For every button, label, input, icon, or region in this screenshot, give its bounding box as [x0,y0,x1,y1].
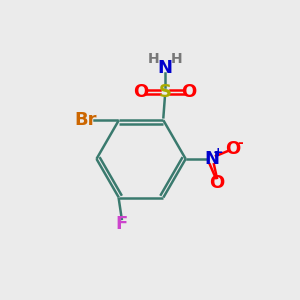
Text: O: O [182,83,197,101]
Text: F: F [116,215,128,233]
Text: O: O [133,83,148,101]
Text: Br: Br [75,111,97,129]
Text: O: O [226,140,241,158]
Text: N: N [204,150,219,168]
Text: O: O [209,174,224,192]
Text: -: - [237,136,243,150]
Text: S: S [158,83,171,101]
Text: +: + [212,146,223,159]
Text: H: H [148,52,159,66]
Text: N: N [158,59,172,77]
Text: H: H [170,52,182,66]
